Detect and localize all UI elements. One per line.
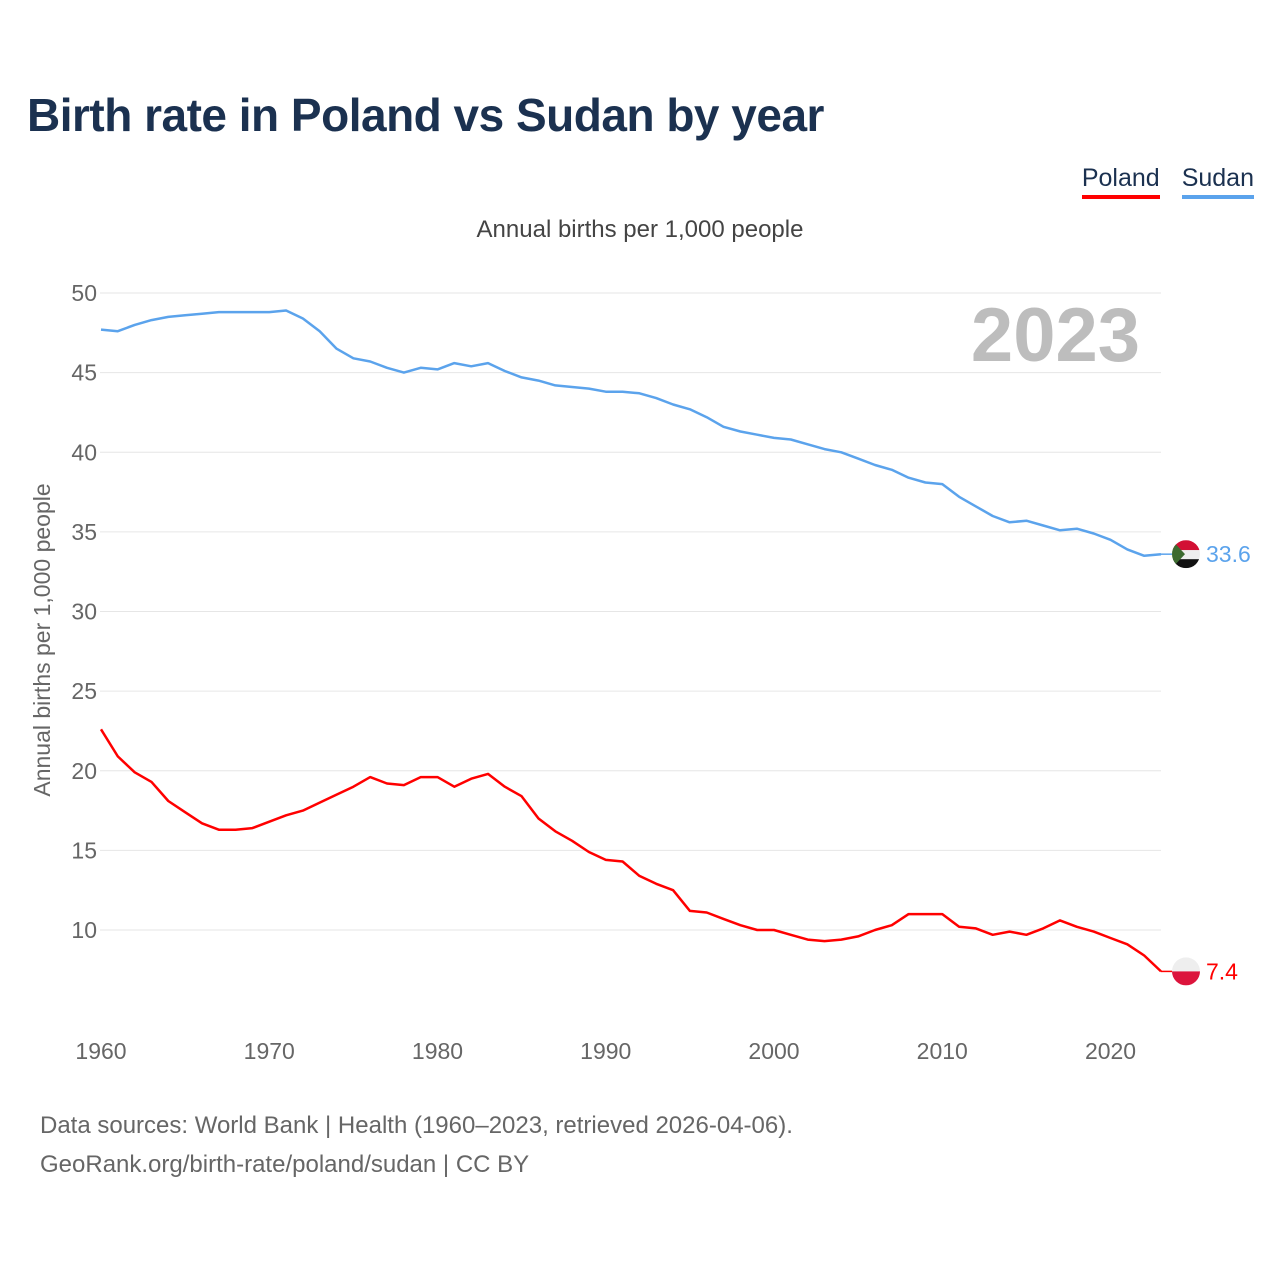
x-tick-label: 2000 bbox=[748, 1038, 799, 1064]
year-watermark: 2023 bbox=[971, 293, 1140, 378]
chart-subtitle: Annual births per 1,000 people bbox=[476, 216, 804, 243]
legend-item-sudan[interactable]: Sudan bbox=[1181, 164, 1254, 199]
y-tick-label: 40 bbox=[71, 439, 97, 465]
x-tick-label: 1960 bbox=[75, 1038, 126, 1064]
y-tick-label: 30 bbox=[71, 599, 97, 625]
x-tick-label: 2020 bbox=[1085, 1038, 1136, 1064]
source-link[interactable]: GeoRank.org/birth-rate/poland/sudan | CC… bbox=[40, 1151, 530, 1178]
chart-title: Birth rate in Poland vs Sudan by year bbox=[27, 89, 824, 141]
sudan-flag-icon bbox=[1172, 540, 1200, 569]
y-tick-label: 35 bbox=[71, 519, 97, 545]
end-value-label: 7.4 bbox=[1206, 958, 1238, 984]
y-tick-label: 50 bbox=[71, 280, 97, 306]
data-source: Data sources: World Bank | Health (1960–… bbox=[40, 1112, 793, 1139]
legend: Poland Sudan bbox=[1081, 164, 1254, 199]
series-line-poland bbox=[99, 728, 1162, 973]
legend-item-poland[interactable]: Poland bbox=[1081, 164, 1160, 199]
x-tick-label: 1970 bbox=[244, 1038, 295, 1064]
y-axis-label: Annual births per 1,000 people bbox=[29, 483, 55, 796]
poland-flag-icon bbox=[1172, 957, 1200, 986]
y-tick-label: 20 bbox=[71, 758, 97, 784]
x-tick-label: 1990 bbox=[580, 1038, 631, 1064]
series-line-sudan bbox=[100, 309, 1162, 558]
x-tick-label: 2010 bbox=[917, 1038, 968, 1064]
y-tick-label: 25 bbox=[71, 678, 97, 704]
footer: Data sources: World Bank | Health (1960–… bbox=[40, 1106, 793, 1184]
y-tick-label: 15 bbox=[71, 837, 97, 863]
x-tick-label: 1980 bbox=[412, 1038, 463, 1064]
y-tick-label: 10 bbox=[71, 917, 97, 943]
y-tick-label: 45 bbox=[71, 360, 97, 386]
end-value-label: 33.6 bbox=[1206, 541, 1251, 567]
